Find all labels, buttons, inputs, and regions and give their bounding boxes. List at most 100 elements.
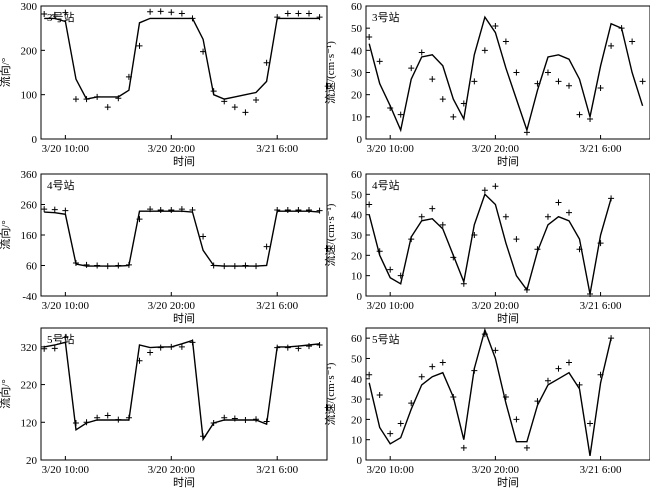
y-tick-label: 40: [351, 210, 363, 222]
y-tick-label: 0: [357, 134, 363, 146]
observed-point: [231, 415, 238, 422]
observed-point: [608, 42, 615, 49]
observed-point: [178, 10, 185, 17]
y-tick-label: 30: [351, 68, 363, 80]
observed-point: [460, 444, 467, 451]
y-tick-label: 320: [21, 342, 38, 354]
observed-point: [115, 95, 122, 102]
observed-point: [147, 206, 154, 213]
y-axis-label: 流速/(cm·s⁻¹): [323, 203, 337, 266]
observed-point: [231, 263, 238, 270]
y-tick-label: 10: [351, 435, 363, 447]
y-tick-label: 60: [351, 169, 363, 181]
x-tick-label: 3/21 6:00: [256, 143, 298, 155]
panel-p5spd: 0 10 20 30 40 50 60 3/20 10:00 3/20 20:00 3/21 6:…: [323, 327, 650, 489]
observed-point: [51, 11, 58, 18]
observed-point: [72, 260, 79, 267]
observed-point: [492, 22, 499, 29]
observed-point: [104, 412, 111, 419]
observed-point: [460, 100, 467, 107]
x-tick-label: 3/20 20:00: [148, 143, 196, 155]
observed-point: [147, 8, 154, 15]
observed-point: [136, 357, 143, 364]
observed-point: [231, 104, 238, 111]
observed-point: [157, 344, 164, 351]
observed-point: [221, 98, 228, 105]
observed-point: [210, 420, 217, 427]
observed-point: [597, 85, 604, 92]
y-tick-label: 160: [21, 230, 38, 242]
observed-point: [387, 266, 394, 273]
station-label: 4号站: [372, 178, 400, 192]
observed-point: [94, 414, 101, 421]
y-tick-label: 300: [21, 1, 38, 13]
x-tick-label: 3/20 10:00: [367, 464, 415, 476]
observed-point: [263, 59, 270, 66]
observed-point: [83, 261, 90, 268]
observed-point: [168, 343, 175, 350]
observed-point: [178, 206, 185, 213]
observed-point: [439, 96, 446, 103]
observed-point: [366, 201, 373, 208]
observed-point: [104, 263, 111, 270]
observed-point: [555, 365, 562, 372]
x-axis-label: 时间: [173, 312, 195, 325]
observed-point: [125, 414, 132, 421]
observed-point: [168, 206, 175, 213]
observed-point: [305, 10, 312, 17]
observed-point: [41, 10, 48, 17]
observed-point: [439, 359, 446, 366]
y-tick-label: 60: [351, 1, 363, 13]
observed-point: [305, 343, 312, 350]
model-line: [44, 339, 320, 442]
observed-point: [397, 272, 404, 279]
observed-point: [460, 280, 467, 287]
y-tick-label: 100: [21, 90, 38, 102]
observed-point: [587, 290, 594, 297]
observed-point: [408, 65, 415, 72]
y-tick-label: 20: [351, 90, 363, 102]
panel-p3spd: 0 10 20 30 40 50 60 3/20 10:00 3/20 20:00 3/21 6:…: [323, 1, 650, 168]
y-tick-label: 20: [351, 414, 363, 426]
station-label: 3号站: [372, 10, 400, 24]
observed-point: [502, 213, 509, 220]
observed-point: [513, 236, 520, 243]
observed-point: [587, 116, 594, 123]
observed-point: [62, 9, 69, 16]
y-axis-label: 流向/°: [0, 220, 12, 249]
observed-point: [597, 240, 604, 247]
y-tick-label: 50: [351, 353, 363, 365]
station-label: 4号站: [47, 178, 75, 192]
y-tick-label: 220: [21, 380, 38, 392]
observed-point: [316, 14, 323, 21]
y-tick-label: 260: [21, 200, 38, 212]
observed-point: [608, 335, 615, 342]
observed-point: [41, 345, 48, 352]
observed-point: [639, 78, 646, 85]
observed-point: [253, 416, 260, 423]
observed-point: [274, 206, 281, 213]
model-line: [44, 17, 320, 100]
observed-point: [295, 345, 302, 352]
observed-point: [502, 38, 509, 45]
observed-point: [429, 363, 436, 370]
observed-point: [83, 419, 90, 426]
y-tick-label: 60: [351, 333, 363, 345]
observed-point: [387, 430, 394, 437]
observed-point: [125, 73, 132, 80]
x-tick-label: 3/20 10:00: [42, 143, 90, 155]
observed-point: [471, 78, 478, 85]
observed-point: [41, 206, 48, 213]
observed-point: [147, 349, 154, 356]
observed-point: [376, 248, 383, 255]
observed-point: [418, 213, 425, 220]
observed-point: [471, 232, 478, 238]
observed-point: [83, 96, 90, 103]
observed-point: [189, 15, 196, 22]
observed-point: [555, 78, 562, 85]
observed-point: [439, 221, 446, 228]
observed-point: [274, 344, 281, 351]
observed-point: [51, 345, 58, 352]
x-tick-label: 3/21 6:00: [256, 464, 298, 476]
observed-point: [450, 394, 457, 401]
